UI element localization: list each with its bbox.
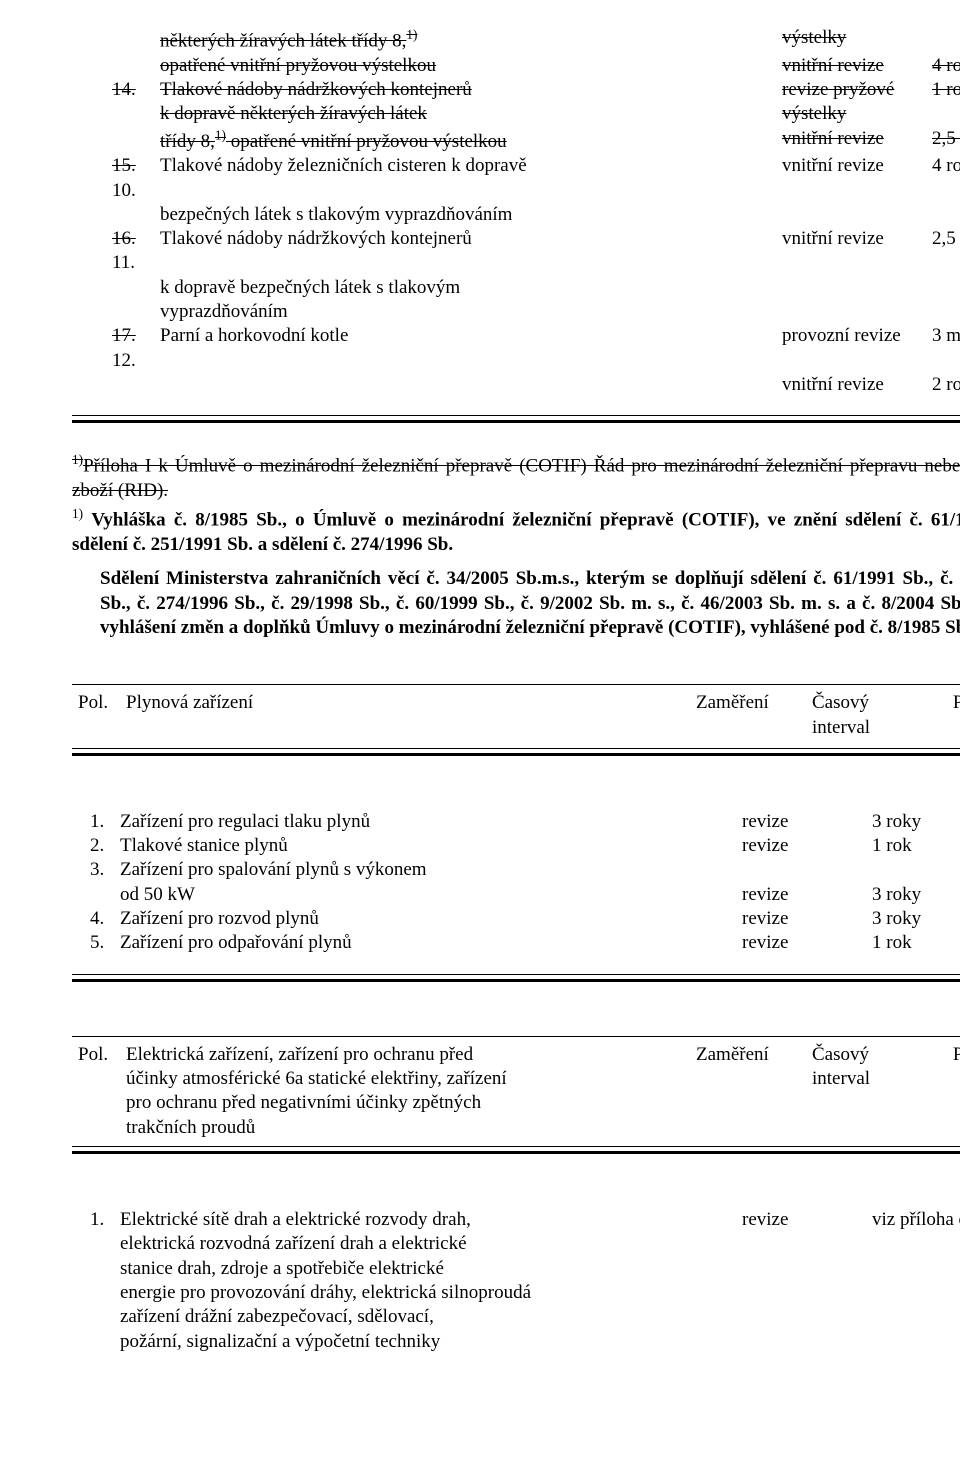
table-header: Pol. Plynová zařízení Zaměření Časovýint… <box>72 685 960 742</box>
header-note: Poznámka <box>922 1043 960 1067</box>
header-body: Elektrická zařízení, zařízení pro ochran… <box>126 1043 696 1140</box>
list-item: některých žíravých látek třídy 8,1) výst… <box>72 26 960 54</box>
header-focus: Zaměření <box>696 1043 812 1067</box>
header-time: Časovýinterval <box>812 691 922 740</box>
table-row: 3. Zařízení pro spalování plynů s výkone… <box>72 858 960 882</box>
table-row: 2. Tlakové stanice plynů revize 1 rok <box>72 834 960 858</box>
table-header: Pol. Elektrická zařízení, zařízení pro o… <box>72 1037 960 1140</box>
footnote-strike: 1)Příloha I k Úmluvě o mezinárodní želez… <box>72 451 960 503</box>
list-item: opatřené vnitřní pryžovou výstelkou vnit… <box>72 54 960 78</box>
list-item: 17. 12. Parní a horkovodní kotle provozn… <box>72 324 960 373</box>
footnote-bold-1: 1) Vyhláška č. 8/1985 Sb., o Úmluvě o me… <box>72 505 960 557</box>
list-item: k dopravě některých žíravých látek výste… <box>72 102 960 126</box>
list-text: některých žíravých látek třídy 8, <box>160 30 406 51</box>
list-item: vnitřní revize 2 roky <box>72 373 960 397</box>
header-focus: Zaměření <box>696 691 812 715</box>
list-item: třídy 8,1) opatřené vnitřní pryžovou výs… <box>72 127 960 155</box>
table-row: 5. Zařízení pro odpařování plynů revize … <box>72 931 960 955</box>
list-item: 15. 10. Tlakové nádoby železničních cist… <box>72 154 960 203</box>
header-body: Plynová zařízení <box>126 691 696 715</box>
table-row: 1. Zařízení pro regulaci tlaku plynů rev… <box>72 810 960 834</box>
header-note: Poznámka <box>922 691 960 715</box>
list-item: vyprazdňováním <box>72 300 960 324</box>
table-row: od 50 kW revize 3 roky <box>72 883 960 907</box>
header-time: Časovýinterval <box>812 1043 922 1092</box>
list-item: 14. Tlakové nádoby nádržkových kontejner… <box>72 78 960 102</box>
list-item: 16. 11. Tlakové nádoby nádržkových konte… <box>72 227 960 276</box>
divider <box>72 420 960 423</box>
focus-text: výstelky <box>782 27 846 48</box>
footnote-bold-2: Sdělení Ministerstva zahraničních věcí č… <box>72 567 960 640</box>
table-row: 4. Zařízení pro rozvod plynů revize 3 ro… <box>72 907 960 931</box>
table-row: 1. Elektrické sítě drah a elektrické roz… <box>72 1208 960 1354</box>
list-item: bezpečných látek s tlakovým vyprazdňován… <box>72 203 960 227</box>
header-pol: Pol. <box>72 691 126 715</box>
list-item: k dopravě bezpečných látek s tlakovým <box>72 276 960 300</box>
header-pol: Pol. <box>72 1043 126 1067</box>
